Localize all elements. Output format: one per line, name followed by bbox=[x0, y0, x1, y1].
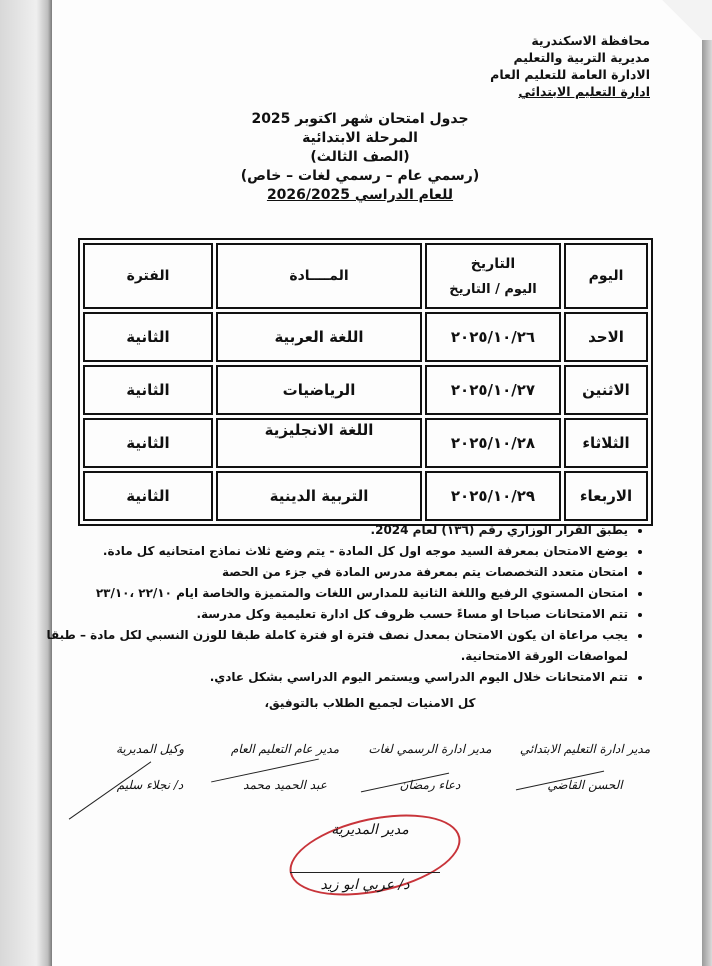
cell-date: ٢٠٢٥/١٠/٢٩ bbox=[425, 471, 561, 521]
note-item: تتم الامتحانات خلال اليوم الدراسي ويستمر… bbox=[38, 667, 628, 688]
title-line: (الصف الثالث) bbox=[310, 149, 410, 165]
cell-date: ٢٠٢٥/١٠/٢٨ bbox=[425, 418, 561, 468]
cell-subject: الرياضيات bbox=[216, 365, 422, 415]
title-line: (رسمي عام – رسمي لغات – خاص) bbox=[240, 168, 480, 184]
header-date-sub: اليوم / التاريخ bbox=[449, 281, 537, 297]
letterhead-line: الادارة العامة للتعليم العام bbox=[490, 67, 650, 82]
note-item: امتحان المستوي الرفيع واللغة الثانية للم… bbox=[38, 583, 628, 604]
header-date-label: التاريخ bbox=[470, 255, 516, 272]
signature-name: د/ نجلاء سليم bbox=[116, 778, 184, 792]
signature-name: عبد الحميد محمد bbox=[243, 778, 327, 792]
cell-date: ٢٠٢٥/١٠/٢٦ bbox=[425, 312, 561, 362]
document-title: جدول امتحان شهر اكتوبر 2025 المرحلة الاب… bbox=[180, 110, 540, 205]
cell-day: الاحد bbox=[564, 312, 648, 362]
signature-title: مدير ادارة الرسمي لغات bbox=[368, 742, 492, 756]
director-name: د/ عربي ابو زيد bbox=[290, 872, 440, 893]
table-row: الثلاثاء ٢٠٢٥/١٠/٢٨ اللغة الانجليزية الث… bbox=[83, 418, 648, 468]
cell-period: الثانية bbox=[83, 418, 213, 468]
title-line: للعام الدراسي 2026/2025 bbox=[266, 187, 454, 203]
note-item: يطبق القرار الوزاري رقم (١٣٦) لعام 2024. bbox=[38, 520, 628, 541]
cell-subject: التربية الدينية bbox=[216, 471, 422, 521]
note-item: يجب مراعاة ان يكون الامتحان بمعدل نصف فت… bbox=[38, 625, 628, 667]
table-row: الاثنين ٢٠٢٥/١٠/٢٧ الرياضيات الثانية bbox=[83, 365, 648, 415]
letterhead: محافظة الاسكندرية مديرية التربية والتعلي… bbox=[490, 32, 650, 100]
director-title: مدير المديرية bbox=[331, 822, 409, 838]
table-row: الاربعاء ٢٠٢٥/١٠/٢٩ التربية الدينية الثا… bbox=[83, 471, 648, 521]
signature-block: مدير عام التعليم العام عبد الحميد محمد bbox=[210, 742, 360, 792]
cell-date: ٢٠٢٥/١٠/٢٧ bbox=[425, 365, 561, 415]
signature-title: مدير عام التعليم العام bbox=[230, 742, 340, 756]
table-row: الاحد ٢٠٢٥/١٠/٢٦ اللغة العربية الثانية bbox=[83, 312, 648, 362]
title-line: جدول امتحان شهر اكتوبر 2025 bbox=[251, 111, 469, 127]
cell-period: الثانية bbox=[83, 471, 213, 521]
folded-corner bbox=[652, 0, 712, 40]
signature-block: مدير ادارة التعليم الابتدائي الحسن القاضي bbox=[510, 742, 660, 792]
header-date: التاريخ اليوم / التاريخ bbox=[425, 243, 561, 309]
signature-name: دعاء رمضان bbox=[399, 778, 461, 792]
scan-edge-right bbox=[702, 0, 712, 966]
cell-period: الثانية bbox=[83, 312, 213, 362]
cell-day: الثلاثاء bbox=[564, 418, 648, 468]
letterhead-line: ادارة التعليم الابتدائي bbox=[518, 84, 650, 99]
signature-name: الحسن القاضي bbox=[547, 778, 623, 792]
closing-line: كل الامنيات لجميع الطلاب بالتوفيق، bbox=[264, 696, 476, 710]
letterhead-line: محافظة الاسكندرية bbox=[531, 33, 650, 48]
cell-subject: اللغة الانجليزية bbox=[216, 418, 422, 468]
cell-subject: اللغة العربية bbox=[216, 312, 422, 362]
cell-day: الاربعاء bbox=[564, 471, 648, 521]
header-subject: المــــادة bbox=[216, 243, 422, 309]
notes-list: يطبق القرار الوزاري رقم (١٣٦) لعام 2024.… bbox=[38, 520, 646, 688]
note-item: تتم الامتحانات صباحا او مساءً حسب ظروف ك… bbox=[38, 604, 628, 625]
title-line: المرحلة الابتدائية bbox=[302, 130, 418, 146]
scan-edge-left bbox=[0, 0, 52, 966]
note-item: امتحان متعدد التخصصات يتم بمعرفة مدرس ال… bbox=[38, 562, 628, 583]
table-header-row: اليوم التاريخ اليوم / التاريخ المــــادة … bbox=[83, 243, 648, 309]
signature-block: وكيل المديرية د/ نجلاء سليم bbox=[75, 742, 225, 792]
cell-day: الاثنين bbox=[564, 365, 648, 415]
signature-block: مدير ادارة الرسمي لغات دعاء رمضان bbox=[355, 742, 505, 792]
cell-period: الثانية bbox=[83, 365, 213, 415]
letterhead-line: مديرية التربية والتعليم bbox=[513, 50, 650, 65]
header-day: اليوم bbox=[564, 243, 648, 309]
exam-schedule-table: اليوم التاريخ اليوم / التاريخ المــــادة … bbox=[78, 238, 653, 526]
signature-title: مدير ادارة التعليم الابتدائي bbox=[519, 742, 651, 756]
note-item: يوضع الامتحان بمعرفة السيد موجه اول كل ا… bbox=[38, 541, 628, 562]
signature-title: وكيل المديرية bbox=[116, 742, 184, 756]
header-period: الفترة bbox=[83, 243, 213, 309]
